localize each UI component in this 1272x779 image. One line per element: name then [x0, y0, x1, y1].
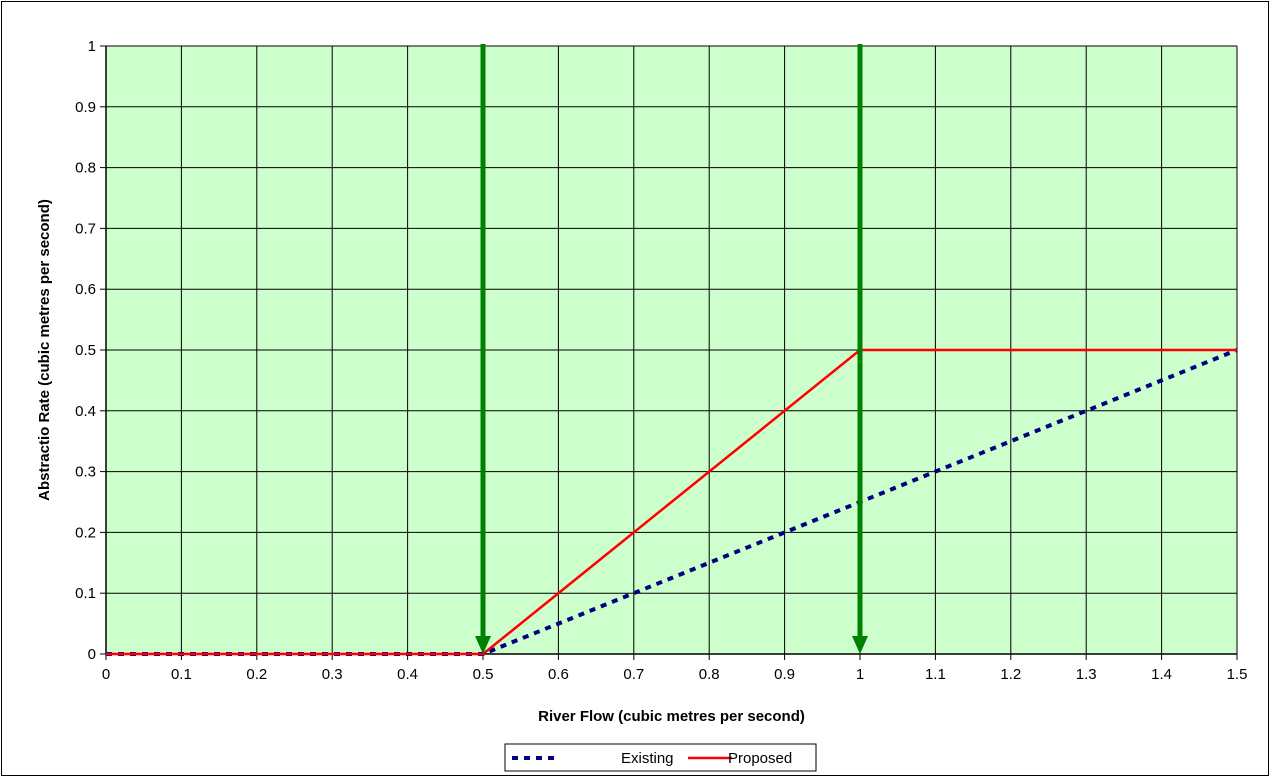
- x-tick-label: 0: [102, 666, 110, 683]
- x-tick-label: 1: [856, 666, 864, 683]
- x-tick-label: 0.5: [473, 666, 494, 683]
- x-tick-label: 0.2: [246, 666, 267, 683]
- y-tick-label: 0.6: [75, 281, 96, 298]
- x-tick-label: 0.1: [171, 666, 192, 683]
- legend-label-existing: Existing: [621, 750, 674, 767]
- x-tick-label: 0.3: [322, 666, 343, 683]
- y-tick-label: 0.7: [75, 220, 96, 237]
- x-axis-title: River Flow (cubic metres per second): [538, 708, 805, 725]
- y-tick-label: 0.1: [75, 585, 96, 602]
- y-axis-title: Abstractio Rate (cubic metres per second…: [36, 199, 53, 501]
- x-tick-label: 1.4: [1151, 666, 1172, 683]
- arrow-head: [852, 636, 868, 654]
- flow-arrows: [475, 44, 868, 654]
- legend-box: [504, 743, 817, 772]
- x-tick-label: 0.7: [623, 666, 644, 683]
- series-line-proposed: [106, 348, 1237, 656]
- legend: Existing Proposed: [504, 743, 817, 772]
- x-tick-label: 0.8: [699, 666, 720, 683]
- x-tick-label: 0.9: [774, 666, 795, 683]
- x-tick-label: 1.3: [1076, 666, 1097, 683]
- arrow-head: [475, 636, 491, 654]
- x-tick-label: 1.1: [925, 666, 946, 683]
- y-tick-label: 0.9: [75, 99, 96, 116]
- y-tick-label: 0.2: [75, 524, 96, 541]
- x-tick-label: 1.2: [1000, 666, 1021, 683]
- y-tick-label: 0.4: [75, 403, 96, 420]
- x-tick-label: 1.5: [1227, 666, 1248, 683]
- y-tick-label: 1: [88, 38, 96, 55]
- tick-labels: 0 0.1 0.2 0.3 0.4 0.5 0.6 0.7 0.8 0.9 1 1.1 1.2 1.3 1.…: [75, 38, 1247, 683]
- y-tick-label: 0.8: [75, 160, 96, 177]
- legend-label-proposed: Proposed: [728, 750, 792, 767]
- y-tick-label: 0.3: [75, 464, 96, 481]
- y-tick-label: 0.5: [75, 342, 96, 359]
- y-tick-label: 0: [88, 646, 96, 663]
- x-tick-label: 0.4: [397, 666, 418, 683]
- x-tick-label: 0.6: [548, 666, 569, 683]
